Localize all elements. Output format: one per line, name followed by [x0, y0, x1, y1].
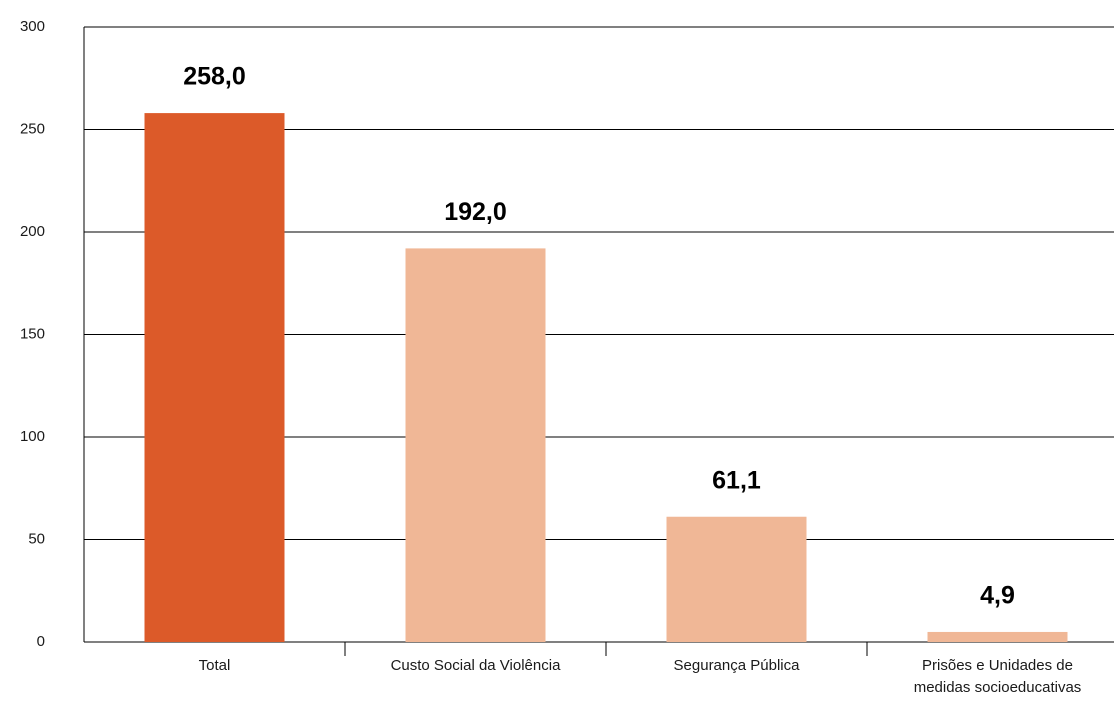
value-label: 4,9	[980, 582, 1015, 610]
x-tick-label: Total	[199, 657, 231, 674]
value-label: 61,1	[712, 466, 761, 494]
y-tick-label: 300	[20, 18, 45, 35]
y-tick-label: 100	[20, 428, 45, 445]
y-tick-label: 50	[28, 530, 45, 547]
bar	[666, 516, 807, 642]
x-tick-label: Segurança Pública	[674, 657, 801, 674]
y-tick-label: 200	[20, 223, 45, 240]
bar	[927, 631, 1068, 642]
x-tick-label: Custo Social da Violência	[391, 657, 561, 674]
y-tick-label: 150	[20, 325, 45, 342]
value-label: 258,0	[183, 63, 246, 91]
bar	[405, 248, 546, 642]
bar	[144, 113, 285, 643]
x-tick-label: Prisões e Unidades de medidas socioeducat…	[914, 657, 1082, 696]
y-tick-label: 0	[37, 633, 45, 650]
y-tick-label: 250	[20, 120, 45, 137]
value-label: 192,0	[444, 198, 507, 226]
